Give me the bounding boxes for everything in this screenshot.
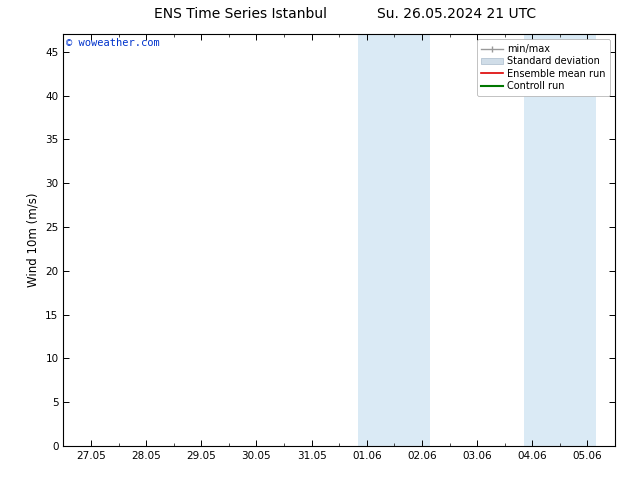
Text: Su. 26.05.2024 21 UTC: Su. 26.05.2024 21 UTC — [377, 7, 536, 22]
Legend: min/max, Standard deviation, Ensemble mean run, Controll run: min/max, Standard deviation, Ensemble me… — [477, 39, 610, 96]
Bar — [394, 34, 430, 446]
Bar — [560, 34, 596, 446]
Bar — [524, 34, 560, 446]
Text: © woweather.com: © woweather.com — [66, 38, 160, 49]
Bar — [358, 34, 394, 446]
Y-axis label: Wind 10m (m/s): Wind 10m (m/s) — [27, 193, 40, 287]
Text: ENS Time Series Istanbul: ENS Time Series Istanbul — [155, 7, 327, 22]
